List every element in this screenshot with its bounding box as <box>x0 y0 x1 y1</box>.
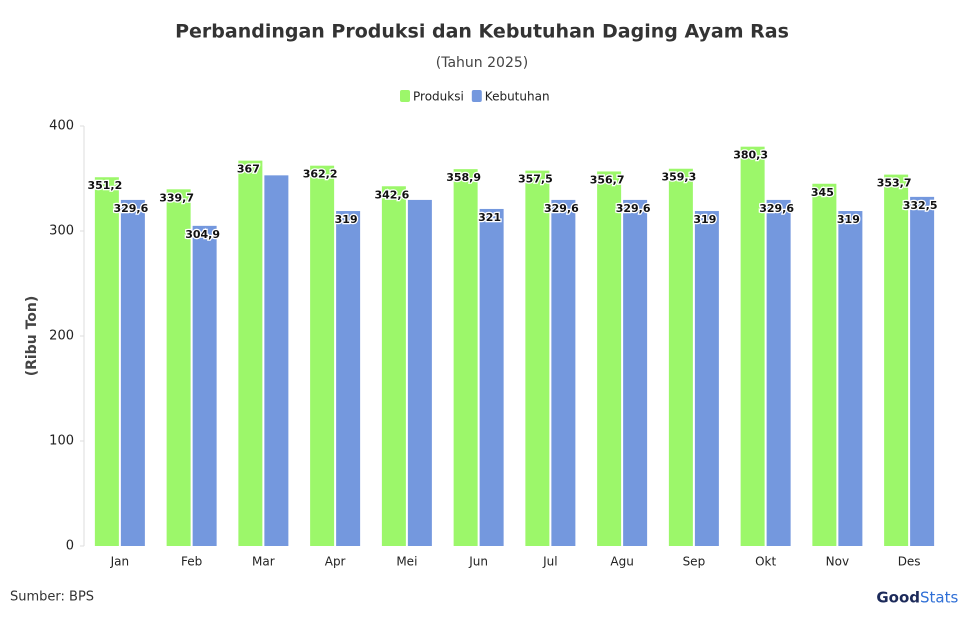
x-tick-label: Jul <box>542 555 557 569</box>
bar <box>479 208 504 546</box>
legend-swatch <box>400 90 410 102</box>
bar <box>407 199 432 547</box>
y-tick-label: 200 <box>49 329 74 344</box>
y-tick-label: 0 <box>66 539 74 554</box>
bar <box>94 177 119 547</box>
x-tick-label: Nov <box>826 555 849 569</box>
x-tick-label: Mar <box>252 555 275 569</box>
data-label: 362,2 <box>303 168 338 181</box>
bar <box>381 186 406 546</box>
data-label: 358,9 <box>446 171 481 184</box>
data-label: 329,6 <box>759 202 794 215</box>
bar <box>884 174 909 547</box>
y-tick-label: 300 <box>49 224 74 239</box>
data-label: 357,5 <box>518 173 553 186</box>
legend-label: Produksi <box>413 90 464 104</box>
source: Sumber: BPS <box>10 590 94 605</box>
bar <box>453 169 478 546</box>
data-label: 319 <box>693 213 716 226</box>
bar <box>310 165 335 546</box>
data-label: 359,3 <box>661 171 696 184</box>
data-label: 339,7 <box>159 191 194 204</box>
x-tick-label: Sep <box>683 555 706 569</box>
bar <box>668 168 693 547</box>
bar <box>525 170 550 546</box>
data-label: 356,7 <box>590 173 625 186</box>
bar <box>597 171 622 546</box>
data-label: 329,6 <box>544 202 579 215</box>
logo-left: Good <box>876 589 920 607</box>
x-tick-label: Des <box>898 555 921 569</box>
bar <box>838 211 863 547</box>
logo-right: Stats <box>920 589 958 607</box>
data-label: 329,6 <box>113 202 148 215</box>
bar <box>166 189 191 546</box>
bar <box>192 225 217 547</box>
chart-subtitle: (Tahun 2025) <box>436 55 528 71</box>
x-tick-label: Apr <box>325 555 346 569</box>
chart-title: Perbandingan Produksi dan Kebutuhan Dagi… <box>175 21 789 43</box>
y-tick-label: 400 <box>49 119 74 134</box>
y-axis-label: (Ribu Ton) <box>24 296 40 377</box>
bar <box>766 199 791 547</box>
bar <box>120 199 145 547</box>
x-tick-label: Mei <box>396 555 417 569</box>
bar <box>694 211 719 547</box>
bar <box>740 146 765 546</box>
x-tick-label: Feb <box>181 555 202 569</box>
data-label: 342,6 <box>374 188 409 201</box>
y-tick-label: 100 <box>49 434 74 449</box>
bar <box>336 211 361 547</box>
data-label: 321 <box>478 211 501 224</box>
bar <box>238 160 263 546</box>
x-tick-label: Agu <box>610 555 633 569</box>
data-label: 353,7 <box>877 177 912 190</box>
data-label: 367 <box>237 163 260 176</box>
x-tick-label: Okt <box>755 555 776 569</box>
legend-label: Kebutuhan <box>485 90 550 104</box>
legend-swatch <box>471 90 482 102</box>
bar <box>623 199 648 547</box>
data-label: 329,6 <box>616 202 651 215</box>
x-tick-label: Jun <box>468 555 488 569</box>
data-label: 345 <box>811 186 834 199</box>
x-tick-label: Jan <box>110 555 130 569</box>
bar <box>551 199 576 547</box>
bar <box>812 183 837 546</box>
bar <box>910 196 935 546</box>
data-label: 380,3 <box>733 149 768 162</box>
data-label: 332,5 <box>903 199 938 212</box>
data-label: 319 <box>335 213 358 226</box>
bar <box>264 175 289 546</box>
data-label: 351,2 <box>87 179 122 192</box>
data-label: 319 <box>837 213 860 226</box>
data-label: 304,9 <box>185 228 220 241</box>
